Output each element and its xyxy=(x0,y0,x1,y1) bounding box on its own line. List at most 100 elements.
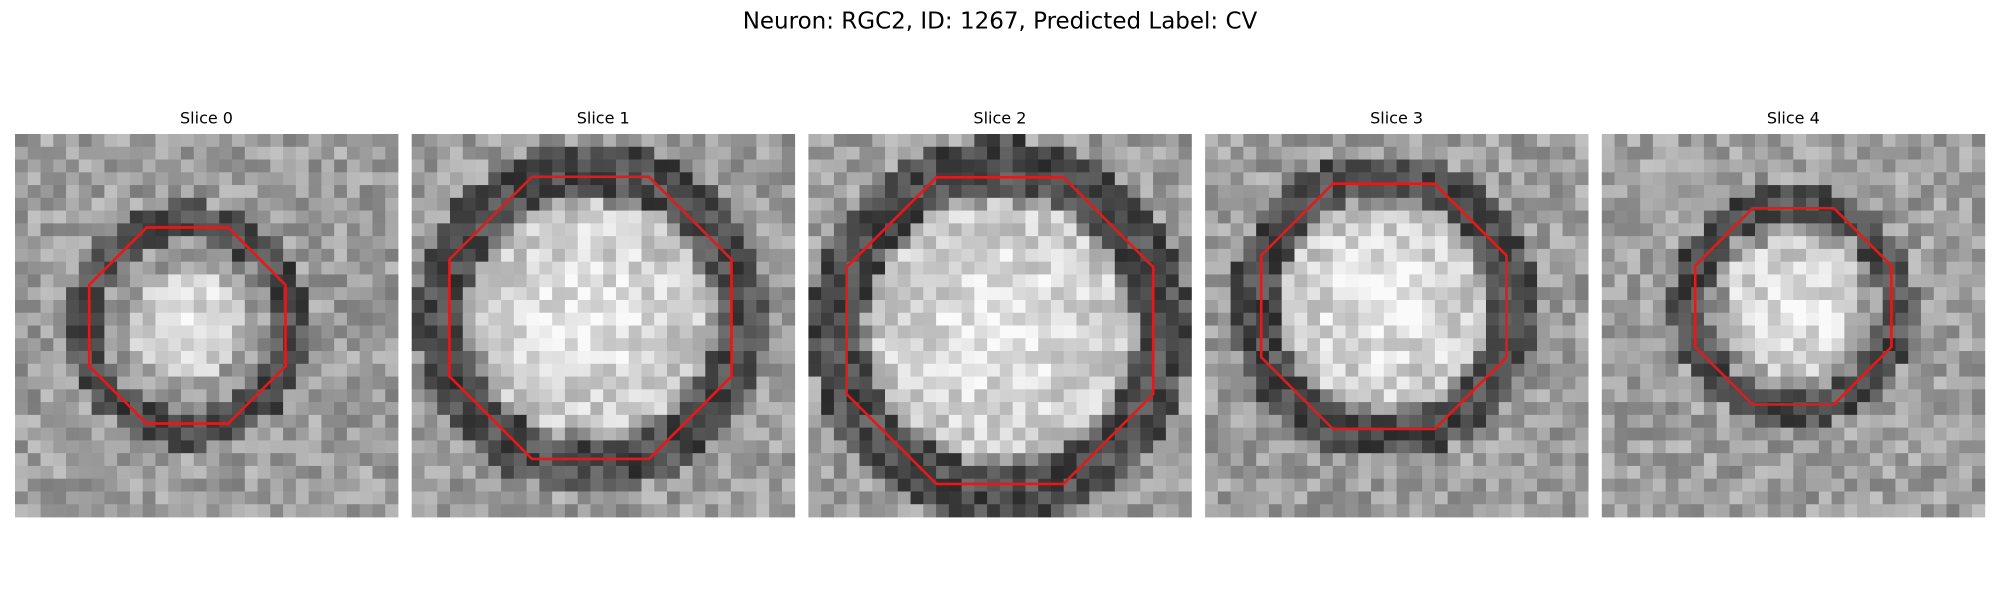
pixel xyxy=(615,440,630,454)
pixel xyxy=(1422,312,1436,326)
pixel xyxy=(552,389,566,403)
pixel xyxy=(718,185,732,199)
pixel xyxy=(1076,504,1090,518)
pixel xyxy=(104,478,118,492)
pixel xyxy=(756,402,770,416)
pixel xyxy=(974,134,988,148)
pixel xyxy=(1908,172,1922,186)
pixel xyxy=(1281,312,1295,326)
pixel xyxy=(833,210,848,224)
pixel xyxy=(1627,210,1641,224)
pixel xyxy=(1243,338,1257,352)
pixel xyxy=(1383,261,1397,275)
pixel xyxy=(1946,172,1960,186)
pixel xyxy=(411,248,425,263)
pixel xyxy=(1422,197,1436,211)
pixel xyxy=(232,402,246,416)
pixel xyxy=(1140,376,1154,390)
pixel xyxy=(1307,440,1321,454)
pixel xyxy=(488,478,502,492)
pixel xyxy=(142,312,156,326)
pixel xyxy=(948,223,962,237)
pixel xyxy=(923,491,937,505)
pixel xyxy=(1178,414,1192,429)
pixel xyxy=(15,440,29,454)
pixel xyxy=(1562,402,1576,416)
pixel xyxy=(667,261,681,275)
pixel xyxy=(769,185,783,199)
pixel xyxy=(641,504,655,518)
pixel xyxy=(1025,223,1039,237)
pixel xyxy=(1165,185,1180,199)
pixel xyxy=(308,414,322,429)
pixel xyxy=(923,299,937,314)
pixel xyxy=(437,465,451,480)
pixel xyxy=(193,351,207,365)
pixel xyxy=(1140,351,1154,365)
pixel xyxy=(27,159,41,173)
pixel xyxy=(1755,338,1769,352)
pixel xyxy=(78,491,92,505)
pixel xyxy=(872,389,886,403)
pixel xyxy=(1946,389,1960,403)
pixel xyxy=(53,223,67,237)
pixel xyxy=(257,491,271,505)
pixel xyxy=(1256,197,1270,211)
pixel xyxy=(552,363,566,377)
pixel xyxy=(513,223,527,237)
pixel xyxy=(1882,427,1896,441)
pixel xyxy=(1767,299,1781,314)
pixel xyxy=(1460,453,1474,467)
pixel xyxy=(1524,185,1538,199)
pixel xyxy=(66,478,80,492)
pixel xyxy=(1869,312,1884,326)
pixel xyxy=(104,414,118,429)
pixel xyxy=(1806,261,1820,275)
pixel xyxy=(769,248,783,263)
pixel xyxy=(193,248,207,263)
pixel xyxy=(1383,363,1397,377)
pixel xyxy=(667,338,681,352)
pixel xyxy=(1498,478,1512,492)
pixel xyxy=(539,236,553,250)
pixel xyxy=(859,159,873,173)
pixel xyxy=(1755,325,1769,339)
pixel xyxy=(1575,274,1589,288)
pixel xyxy=(564,504,579,518)
pixel xyxy=(359,248,373,263)
pixel xyxy=(1460,478,1474,492)
pixel xyxy=(1178,236,1192,250)
pixel xyxy=(232,274,246,288)
pixel xyxy=(462,363,476,377)
pixel xyxy=(628,504,642,518)
pixel xyxy=(679,248,693,263)
pixel xyxy=(450,159,464,173)
pixel xyxy=(692,197,706,211)
pixel xyxy=(1178,159,1192,173)
pixel xyxy=(948,185,962,199)
pixel xyxy=(1920,504,1935,518)
pixel xyxy=(1601,338,1615,352)
pixel xyxy=(206,287,220,301)
pixel xyxy=(1601,185,1615,199)
pixel xyxy=(769,414,783,429)
pixel xyxy=(1332,376,1346,390)
pixel xyxy=(781,223,796,237)
pixel xyxy=(756,261,770,275)
pixel xyxy=(961,261,975,275)
pixel xyxy=(1089,427,1103,441)
pixel xyxy=(1959,478,1973,492)
pixel xyxy=(1524,134,1538,148)
pixel xyxy=(1933,146,1947,160)
pixel xyxy=(1050,491,1065,505)
pixel xyxy=(1063,248,1077,263)
pixel xyxy=(679,312,693,326)
pixel xyxy=(1780,210,1794,224)
pixel xyxy=(117,478,131,492)
pixel xyxy=(1409,197,1423,211)
pixel xyxy=(1652,478,1667,492)
pixel xyxy=(590,210,604,224)
pixel xyxy=(1537,197,1551,211)
pixel xyxy=(667,185,681,199)
pixel xyxy=(1012,172,1026,186)
